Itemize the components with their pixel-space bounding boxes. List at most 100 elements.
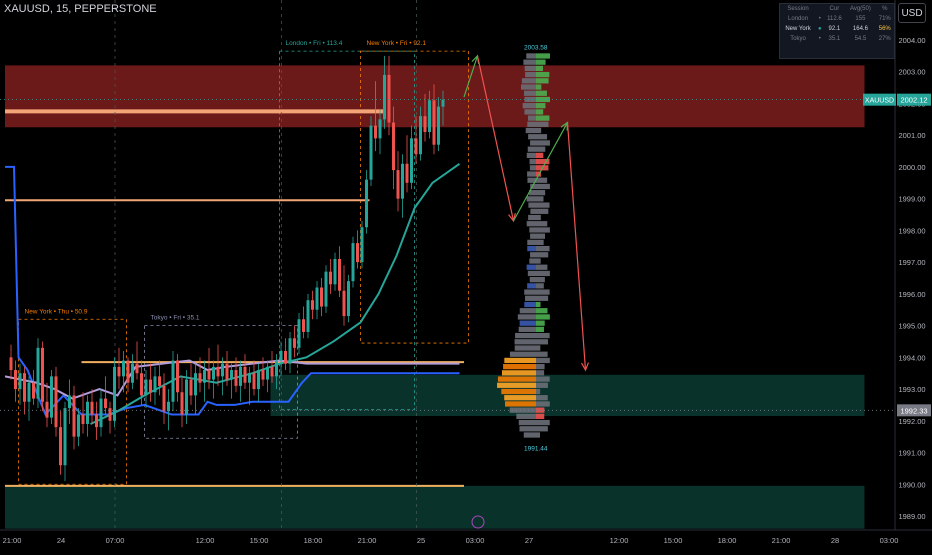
- candle: [216, 344, 220, 386]
- price-axis-tick: 1994.00: [898, 353, 925, 362]
- time-axis-tick: 07:00: [106, 536, 125, 545]
- session-dot: ●: [817, 26, 822, 32]
- session-pct: 56%: [878, 26, 891, 32]
- candle-body: [126, 360, 130, 383]
- candle: [383, 55, 386, 129]
- candle: [180, 376, 184, 428]
- volume-profile-bar: [529, 158, 536, 165]
- candle: [95, 401, 98, 440]
- volume-profile-delta-bar: [536, 308, 548, 314]
- volume-profile-bar: [526, 53, 536, 59]
- candle: [122, 350, 125, 393]
- volume-profile-bar: [521, 78, 536, 84]
- price-axis-tick: 1997.00: [898, 258, 925, 267]
- volume-profile-delta-bar: [536, 401, 550, 407]
- candle: [9, 344, 13, 380]
- candle: [162, 373, 166, 424]
- candle: [207, 347, 211, 390]
- candle-body: [414, 138, 418, 155]
- candle: [279, 341, 283, 377]
- candle-body: [279, 350, 283, 361]
- price-axis-tick: 1991.00: [898, 449, 925, 458]
- volume-profile-bar: [509, 407, 536, 413]
- volume-profile-bar: [527, 177, 536, 183]
- candle: [405, 135, 409, 193]
- candle-body: [54, 376, 58, 428]
- session-avg: 155: [855, 16, 866, 22]
- session-cur: 112.6: [827, 16, 842, 22]
- candle-body: [95, 414, 98, 428]
- volume-profile-delta-bar: [536, 382, 548, 388]
- price-label-symbol-box: [863, 93, 896, 106]
- time-axis-tick: 12:00: [610, 536, 629, 545]
- candle-body: [356, 243, 359, 263]
- volume-profile-delta-bar: [536, 395, 548, 401]
- volume-profile-bar: [497, 376, 536, 382]
- candle-body: [176, 360, 179, 393]
- volume-profile-delta-bar: [536, 413, 545, 419]
- candle: [68, 379, 71, 424]
- volume-profile-bar: [523, 59, 536, 65]
- purple-ma: [4, 359, 460, 400]
- time-axis-tick: 24: [57, 536, 65, 545]
- time-axis-tick: 18:00: [304, 536, 323, 545]
- candle-body: [261, 370, 265, 380]
- volume-profile-bar: [524, 301, 536, 308]
- volume-profile-bar: [527, 121, 536, 127]
- currency-button[interactable]: USD: [898, 3, 926, 23]
- volume-profile-bar: [504, 357, 536, 364]
- volume-profile-delta-bar: [536, 245, 550, 252]
- volume-profile-bar: [524, 109, 536, 115]
- candle: [275, 354, 278, 390]
- volume-profile-bar: [518, 326, 536, 333]
- price-label-symbol: XAUUSD: [865, 98, 894, 105]
- session-avg: 164.6: [852, 26, 868, 32]
- candle: [320, 278, 323, 317]
- candle: [108, 401, 112, 434]
- candle: [185, 370, 188, 424]
- volume-profile-delta-bar: [536, 376, 550, 382]
- candle-body: [329, 271, 332, 285]
- price-axis-tick: 1996.00: [898, 290, 925, 299]
- volume-profile-bar: [530, 183, 536, 190]
- volume-profile-bar: [529, 277, 536, 283]
- candle: [428, 90, 431, 139]
- candle-body: [81, 414, 85, 424]
- volume-profile-bar: [524, 289, 536, 295]
- candle-body: [180, 392, 184, 415]
- projection-arrow: [566, 122, 587, 371]
- candle: [104, 376, 107, 415]
- volume-profile-bar: [515, 332, 536, 339]
- candle: [266, 360, 269, 393]
- volume-profile-bar: [530, 208, 536, 214]
- volume-profile-bar: [523, 432, 536, 438]
- volume-profile-delta-bar: [536, 158, 550, 165]
- candle-body: [306, 300, 310, 332]
- candle-body: [18, 373, 22, 390]
- candle: [306, 293, 310, 339]
- candle: [212, 360, 215, 399]
- volume-profile-delta-bar: [536, 314, 550, 320]
- candle-body: [311, 300, 314, 310]
- candle-body: [162, 385, 166, 412]
- candle: [338, 246, 341, 298]
- candle: [396, 151, 400, 212]
- volume-profile-delta-bar: [536, 78, 549, 84]
- volume-profile-bar: [517, 314, 536, 320]
- price-axis-tick: 1989.00: [898, 512, 925, 521]
- candle-body: [401, 163, 404, 199]
- candle-body: [243, 366, 247, 383]
- candle: [324, 265, 328, 313]
- candle: [257, 363, 260, 402]
- volume-profile-delta-bar: [536, 152, 544, 159]
- time-axis-tick: 03:00: [466, 536, 485, 545]
- candle: [54, 366, 58, 437]
- candle-body: [68, 395, 71, 409]
- session-cur: 92.1: [828, 26, 841, 32]
- volume-profile-low-label: 1991.44: [524, 446, 548, 453]
- volume-profile-delta-bar: [536, 103, 546, 109]
- candle-body: [437, 106, 440, 145]
- candle-body: [410, 138, 413, 183]
